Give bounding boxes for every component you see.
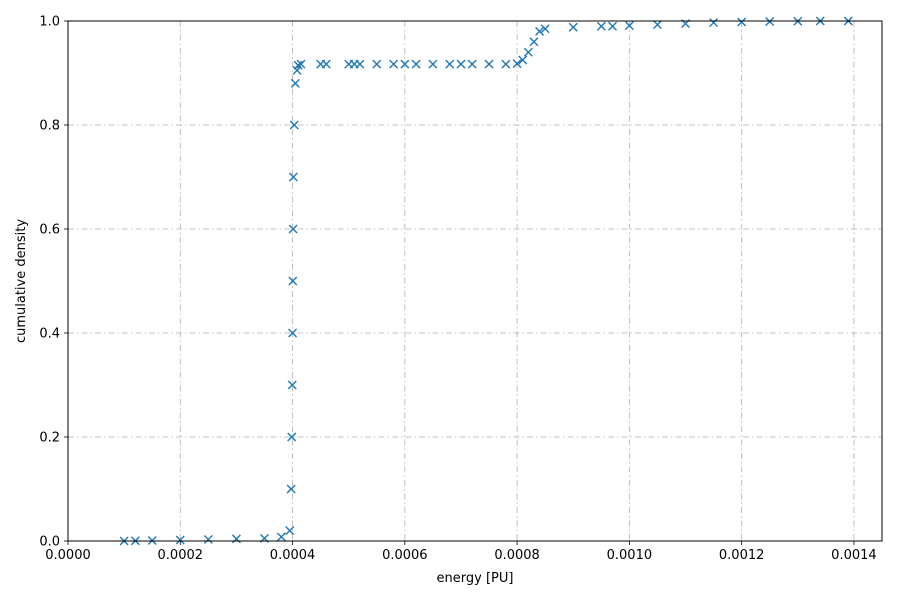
- y-axis-ticks: 0.0 0.2 0.4 0.6 0.8 1.0: [39, 15, 68, 550]
- data-point: [289, 120, 299, 130]
- x-tick-label: 0.0004: [270, 548, 316, 563]
- data-point: [535, 26, 545, 36]
- data-point: [765, 17, 775, 27]
- y-axis-label: cumulative density: [14, 219, 29, 343]
- data-point: [288, 172, 298, 182]
- data-point: [518, 55, 528, 65]
- data-point: [286, 484, 296, 494]
- data-point: [288, 276, 298, 286]
- data-point: [596, 21, 606, 31]
- data-point: [276, 532, 286, 542]
- y-tick-label: 0.6: [39, 223, 60, 238]
- data-point: [372, 59, 382, 69]
- data-point: [445, 59, 455, 69]
- data-point: [321, 59, 331, 69]
- data-point: [355, 59, 365, 69]
- y-tick-label: 0.8: [39, 119, 60, 134]
- data-point: [624, 21, 634, 31]
- data-point: [389, 59, 399, 69]
- x-axis-label: energy [PU]: [437, 571, 514, 586]
- data-point: [512, 59, 522, 69]
- data-point: [203, 534, 213, 544]
- data-point: [287, 432, 297, 442]
- data-point: [529, 37, 539, 47]
- x-tick-label: 0.0012: [719, 548, 765, 563]
- grid: [67, 20, 882, 542]
- data-point: [287, 380, 297, 390]
- data-point: [288, 328, 298, 338]
- data-point: [484, 59, 494, 69]
- x-tick-label: 0.0000: [45, 548, 91, 563]
- y-tick-label: 1.0: [39, 15, 60, 30]
- data-point: [467, 59, 477, 69]
- x-tick-label: 0.0010: [607, 548, 653, 563]
- data-point: [231, 534, 241, 544]
- x-tick-label: 0.0014: [831, 548, 877, 563]
- x-tick-label: 0.0006: [382, 548, 428, 563]
- data-point: [501, 59, 511, 69]
- data-point: [285, 526, 295, 536]
- data-point: [540, 24, 550, 34]
- data-point: [411, 59, 421, 69]
- data-point: [709, 18, 719, 28]
- data-point: [293, 60, 303, 70]
- x-tick-label: 0.0008: [494, 548, 540, 563]
- data-point: [652, 20, 662, 30]
- data-point: [456, 59, 466, 69]
- data-point: [290, 78, 300, 88]
- data-point: [428, 59, 438, 69]
- plot-frame: [67, 20, 883, 542]
- data-point: [147, 535, 157, 545]
- y-tick-label: 0.2: [39, 431, 60, 446]
- data-point: [608, 21, 618, 31]
- scatter-series: [119, 16, 853, 546]
- x-tick-label: 0.0002: [158, 548, 204, 563]
- data-point: [400, 59, 410, 69]
- data-point: [296, 59, 306, 69]
- y-tick-label: 0.4: [39, 327, 60, 342]
- data-point: [175, 535, 185, 545]
- data-point: [288, 224, 298, 234]
- data-point: [737, 17, 747, 27]
- x-axis-ticks: 0.0000 0.0002 0.0004 0.0006 0.0008 0.0010 0.00…: [45, 541, 877, 563]
- y-tick-label: 0.0: [39, 535, 60, 550]
- data-point: [523, 47, 533, 57]
- data-point: [568, 22, 578, 32]
